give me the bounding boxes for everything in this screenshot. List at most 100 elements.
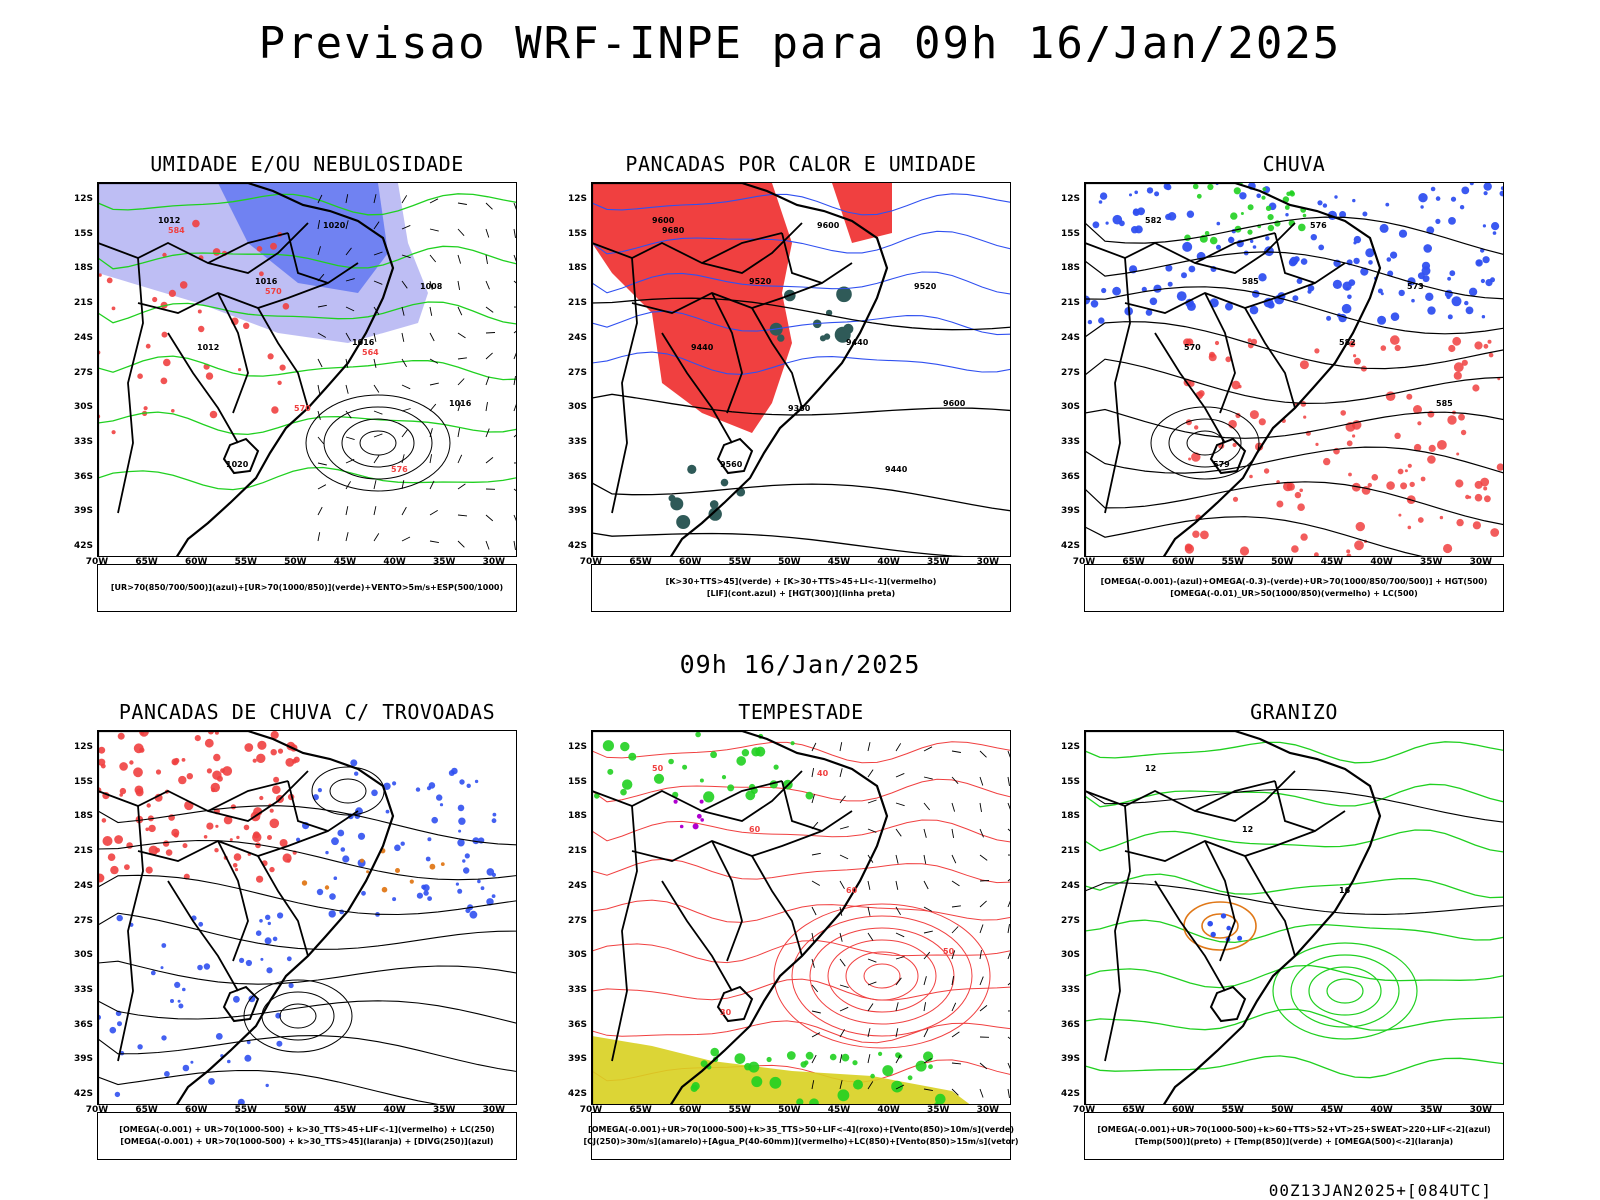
latitude-label: 12S xyxy=(73,742,93,752)
legend-line: [OMEGA(-0.001)+UR>70(1000-500)+k>35_TTS>… xyxy=(588,1125,1014,1134)
latitude-label: 30S xyxy=(73,402,93,413)
contour-value-label: 570 xyxy=(294,404,311,413)
panel-legend: [OMEGA(-0.001)+UR>70(1000-500)+k>60+TTS>… xyxy=(1084,1112,1504,1160)
longitude-label: 55W xyxy=(728,1105,752,1115)
contour-value-label: 9360 xyxy=(788,404,811,413)
latitude-label: 15S xyxy=(1060,228,1080,239)
longitude-label: 60W xyxy=(1171,557,1195,567)
latitude-label: 30S xyxy=(1060,402,1080,413)
latitude-label: 18S xyxy=(1060,263,1080,274)
longitude-label: 35W xyxy=(432,1105,456,1115)
contour-value-label: 576 xyxy=(391,465,408,474)
latitude-label: 24S xyxy=(567,332,587,343)
contour-value-label: 570 xyxy=(1184,343,1201,352)
contour-value-label: 1016 xyxy=(449,399,472,408)
longitude-label: 55W xyxy=(234,557,258,567)
panel-umidade: UMIDADE E/OU NEBULOSIDADE 12S 15S 18S 21S 24S… xyxy=(57,152,547,612)
legend-line: [K>30+TTS>45](verde) + [K>30+TTS>45+LI<-… xyxy=(665,577,937,586)
latitude-label: 27S xyxy=(1060,367,1080,378)
legend-line: [OMEGA(-0.001) + UR>70(1000-500) + k>30_… xyxy=(120,1137,494,1146)
panel-title: PANCADAS POR CALOR E UMIDADE xyxy=(625,152,977,176)
longitude-label: 45W xyxy=(1320,557,1344,567)
longitude-label: 35W xyxy=(1419,557,1443,567)
valid-time-subtitle: 09h 16/Jan/2025 xyxy=(679,650,921,679)
panel-title: PANCADAS DE CHUVA C/ TROVOADAS xyxy=(118,700,496,724)
longitude-label: 35W xyxy=(432,557,456,567)
latitude-label: 42S xyxy=(1060,1089,1080,1099)
weather-map: 1012 1016 1016 1016 1020 1020 1008 1012 570 576 58… xyxy=(98,183,516,556)
latitude-label: 42S xyxy=(567,541,587,551)
longitude-label: 40W xyxy=(1370,1105,1393,1115)
longitude-label: 65W xyxy=(1122,1105,1145,1115)
latitude-label: 21S xyxy=(567,298,587,309)
longitude-label: 65W xyxy=(629,1105,652,1115)
longitude-label: 35W xyxy=(926,1105,950,1115)
latitude-label: 36S xyxy=(567,471,587,482)
contour-value-label: 570 xyxy=(265,287,282,296)
longitude-label: 45W xyxy=(333,557,357,567)
longitude-label: 70W xyxy=(579,1105,603,1115)
latitude-label: 27S xyxy=(567,367,587,378)
longitude-label: 40W xyxy=(383,1105,406,1115)
latitude-label: 33S xyxy=(1060,984,1080,995)
latitude-label: 24S xyxy=(73,332,93,343)
latitude-label: 36S xyxy=(73,471,93,482)
latitude-label: 12S xyxy=(1060,194,1080,204)
latitude-label: 39S xyxy=(73,1054,93,1065)
longitude-label: 60W xyxy=(1171,1105,1195,1115)
contour-value-label: 579 xyxy=(1213,460,1230,469)
latitude-label: 36S xyxy=(73,1019,93,1030)
latitude-label: 39S xyxy=(1060,1054,1080,1065)
latitude-label: 30S xyxy=(1060,950,1080,961)
latitude-label: 15S xyxy=(567,228,587,239)
panel-chuva: CHUVA 12S 15S 18S 21S 24S 27S 30S 33S 36S 39S 42S 70… xyxy=(1044,152,1534,612)
contour-value-label: 1008 xyxy=(420,282,443,291)
legend-line: [OMEGA(-0.01)_UR>50(1000/850)(vermelho) … xyxy=(1170,589,1418,598)
latitude-label: 18S xyxy=(567,263,587,274)
latitude-label: 24S xyxy=(1060,332,1080,343)
latitude-label: 18S xyxy=(73,811,93,822)
longitude-label: 60W xyxy=(678,1105,702,1115)
latitude-label: 42S xyxy=(73,541,93,551)
contour-value-label: 16 xyxy=(1339,886,1351,895)
map-area xyxy=(97,730,517,1105)
contour-value-label: 9600 xyxy=(943,399,966,408)
longitude-label: 30W xyxy=(482,1105,506,1115)
longitude-label: 65W xyxy=(629,557,652,567)
map-area: 12 12 16 xyxy=(1084,730,1504,1105)
latitude-label: 24S xyxy=(567,880,587,891)
panel-legend: [UR>70(850/700/500)](azul)+[UR>70(1000/8… xyxy=(97,564,517,612)
longitude-label: 50W xyxy=(778,557,801,567)
latitude-label: 21S xyxy=(1060,846,1080,857)
latitude-label: 39S xyxy=(567,506,587,517)
panel-legend: [OMEGA(-0.001)-(azul)+OMEGA(-0.3)-(verde… xyxy=(1084,564,1504,612)
contour-value-label: 582 xyxy=(1145,216,1162,225)
contour-value-label: 576 xyxy=(1310,221,1327,230)
legend-line: [CJ(250)>30m/s](amarelo)+[Agua_P(40-60mm… xyxy=(583,1137,1019,1146)
contour-value-label: 585 xyxy=(1436,399,1453,408)
latitude-label: 39S xyxy=(1060,506,1080,517)
contour-value-label: 564 xyxy=(362,348,379,357)
panel-tempestade: TEMPESTADE 12S 15S 18S 21S 24S 27S 30S 33S 36S 39S… xyxy=(551,700,1041,1160)
longitude-label: 50W xyxy=(284,557,307,567)
weather-map xyxy=(98,731,516,1104)
contour-value-label: 60 xyxy=(846,886,858,895)
panel-legend: [OMEGA(-0.001)+UR>70(1000-500)+k>35_TTS>… xyxy=(583,1112,1019,1160)
longitude-label: 55W xyxy=(1221,557,1245,567)
longitude-label: 60W xyxy=(184,1105,208,1115)
latitude-label: 24S xyxy=(73,880,93,891)
contour-value-label: 9560 xyxy=(720,460,743,469)
latitude-label: 12S xyxy=(1060,742,1080,752)
longitude-label: 40W xyxy=(877,1105,900,1115)
latitude-label: 27S xyxy=(1060,915,1080,926)
contour-value-label: 584 xyxy=(168,226,185,235)
contour-value-label: 1016 xyxy=(255,277,278,286)
latitude-label: 27S xyxy=(73,367,93,378)
latitude-label: 21S xyxy=(567,846,587,857)
contour-value-label: 9440 xyxy=(846,338,869,347)
longitude-label: 70W xyxy=(1072,1105,1096,1115)
contour-value-label: 50 xyxy=(652,764,664,773)
map-area: 9600 9520 9440 9600 9560 9600 9520 9440 9360 9440… xyxy=(591,182,1011,557)
latitude-label: 18S xyxy=(73,263,93,274)
map-area: 1012 1016 1016 1016 1020 1020 1008 1012 570 576 58… xyxy=(97,182,517,557)
